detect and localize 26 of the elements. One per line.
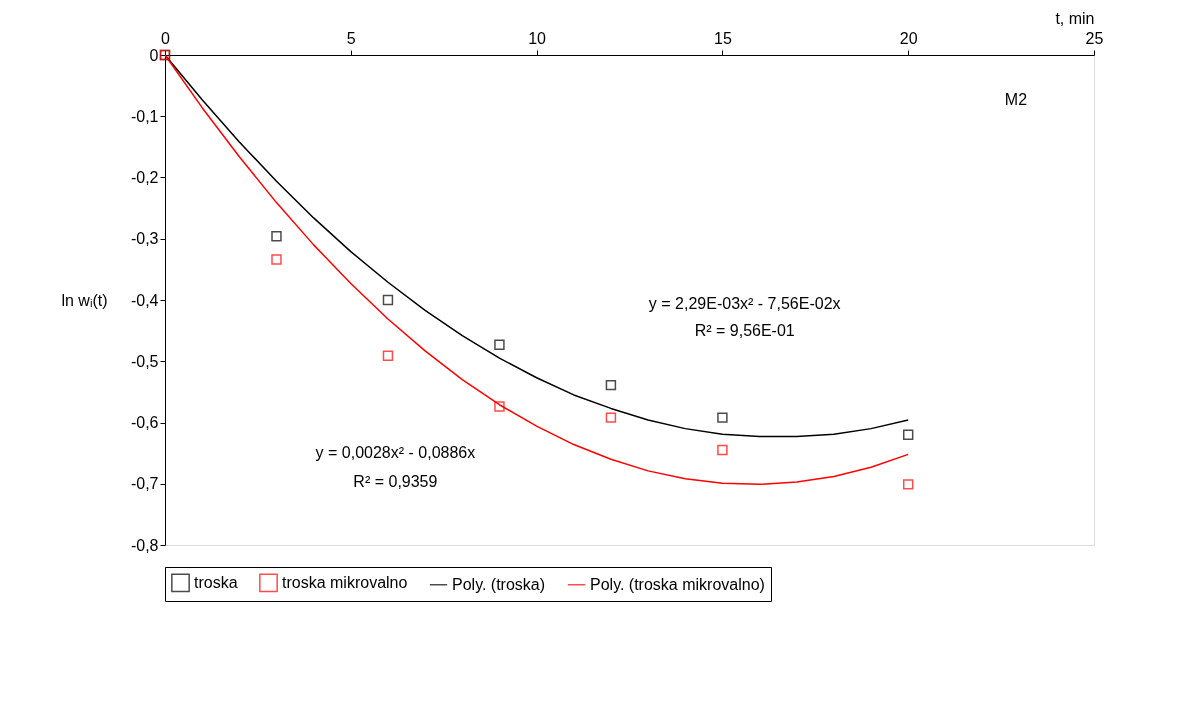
annotation: M2 (1004, 90, 1028, 108)
y-axis-title: ln wᵢ(t) (61, 291, 108, 309)
x-tick-label: 25 (1085, 29, 1104, 47)
x-tick-label: 15 (714, 29, 732, 47)
y-tick-label: -0,8 (130, 536, 159, 554)
y-tick-label: -0,1 (130, 107, 159, 125)
y-tick-label: 0 (149, 46, 159, 64)
x-tick-label: 5 (346, 29, 356, 47)
legend-label: troska mikrovalno (282, 573, 408, 591)
y-tick-label: -0,7 (130, 475, 159, 493)
annotation: y = 2,29E-03x² - 7,56E-02x (648, 295, 841, 313)
legend-label: troska (194, 573, 238, 591)
x-tick-label: 0 (161, 29, 171, 47)
annotation: y = 0,0028x² - 0,0886x (315, 443, 476, 461)
y-tick-label: -0,2 (130, 169, 159, 186)
y-tick-label: -0,3 (130, 230, 159, 248)
x-tick-label: 20 (899, 29, 918, 47)
y-tick-label: -0,6 (130, 414, 159, 431)
legend-label: Poly. (troska) (452, 575, 546, 593)
annotation: R² = 0,9359 (353, 472, 438, 490)
y-tick-label: -0,5 (130, 352, 159, 370)
legend-label: Poly. (troska mikrovalno) (590, 575, 765, 593)
y-tick-label: -0,4 (130, 291, 159, 309)
x-tick-label: 10 (528, 29, 547, 47)
x-axis-title: t, min (1055, 9, 1095, 27)
annotation: R² = 9,56E-01 (694, 322, 795, 340)
